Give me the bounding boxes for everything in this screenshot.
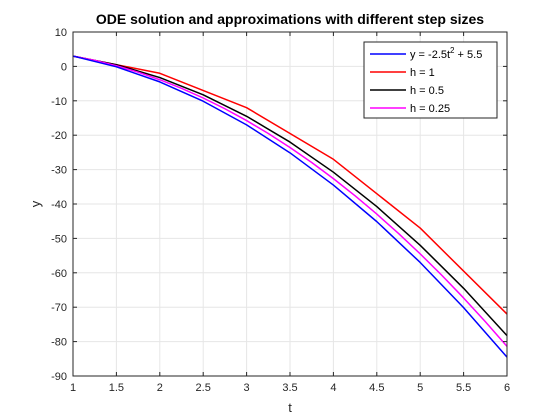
x-tick-labels: 1 1.5 2 2.5 3 3.5 4 4.5 5 5.5 6 xyxy=(70,382,510,394)
x-axis-label: t xyxy=(288,400,292,415)
chart-title: ODE solution and approximations with dif… xyxy=(96,11,484,27)
y-tick-label: -70 xyxy=(51,302,67,314)
y-tick-label: -50 xyxy=(51,233,67,245)
y-tick-label: -10 xyxy=(51,96,67,108)
y-tick-label: 0 xyxy=(61,61,67,73)
legend-label-0-suffix: + 5.5 xyxy=(455,49,483,61)
legend: y = -2.5t2 + 5.5 h = 1 h = 0.5 h = 0.25 xyxy=(363,41,498,119)
legend-label-0: y = -2.5t2 + 5.5 xyxy=(410,46,482,61)
legend-label-0-prefix: y = -2.5t xyxy=(410,49,450,61)
legend-label-0-sup: 2 xyxy=(450,46,455,55)
series-line-2 xyxy=(72,55,508,337)
series-line-0 xyxy=(72,55,508,358)
y-tick-labels: 10 0 -10 -20 -30 -40 -50 -60 -70 -80 -90 xyxy=(51,27,67,383)
y-tick-label: -30 xyxy=(51,165,67,177)
x-tick-label: 3.5 xyxy=(282,382,297,394)
legend-label-2: h = 0.5 xyxy=(410,85,444,97)
legend-label-1: h = 1 xyxy=(410,67,435,79)
y-tick-label: -20 xyxy=(51,130,67,142)
axis-ticks xyxy=(72,31,508,377)
y-tick-label: -90 xyxy=(51,371,67,383)
x-tick-label: 4.5 xyxy=(369,382,384,394)
x-tick-label: 3 xyxy=(244,382,250,394)
series-line-1 xyxy=(72,55,508,315)
y-axis-label: y xyxy=(28,200,43,207)
series-line-3 xyxy=(72,55,508,347)
x-tick-label: 4 xyxy=(330,382,336,394)
legend-label-3: h = 0.25 xyxy=(410,103,450,115)
x-tick-label: 6 xyxy=(504,382,510,394)
series-lines xyxy=(72,55,508,358)
x-tick-label: 2.5 xyxy=(196,382,211,394)
y-tick-label: -80 xyxy=(51,337,67,349)
x-tick-label: 1 xyxy=(70,382,76,394)
y-tick-label: -40 xyxy=(51,199,67,211)
y-tick-label: 10 xyxy=(55,27,67,39)
x-tick-label: 1.5 xyxy=(109,382,124,394)
x-tick-label: 5 xyxy=(417,382,423,394)
y-tick-label: -60 xyxy=(51,268,67,280)
x-tick-label: 2 xyxy=(157,382,163,394)
x-tick-label: 5.5 xyxy=(456,382,471,394)
grid xyxy=(73,32,507,376)
